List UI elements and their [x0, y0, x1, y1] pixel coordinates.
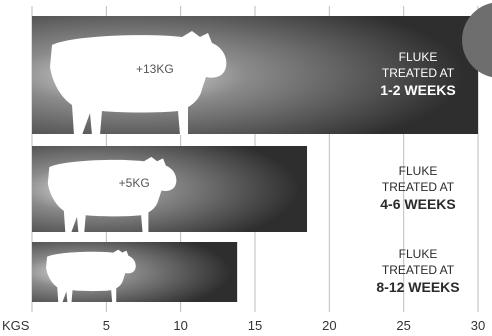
corner-badge [462, 2, 492, 78]
category-label-line2: TREATED AT [382, 180, 455, 194]
category-label-line3: 4-6 WEEKS [380, 196, 455, 212]
category-labels: FLUKE TREATED AT 1-2 WEEKS FLUKE TREATED AT 4… [376, 50, 459, 295]
x-tick-label: 25 [396, 318, 410, 333]
category-label-line2: TREATED AT [382, 263, 455, 277]
x-tick-label: 15 [248, 318, 262, 333]
cow-icon [46, 249, 136, 303]
badge-circle [462, 2, 492, 78]
category-label-line3: 8-12 WEEKS [376, 279, 459, 295]
category-label-line2: TREATED AT [382, 66, 455, 80]
category-label-line1: FLUKE [399, 164, 438, 178]
axis-unit-label: KGS [2, 318, 30, 333]
category-label-line3: 1-2 WEEKS [380, 82, 455, 98]
category-label-line1: FLUKE [399, 247, 438, 261]
x-tick-label: 30 [471, 318, 485, 333]
x-tick-label: 5 [103, 318, 110, 333]
x-tick-label: 20 [322, 318, 336, 333]
bars: +13KG +5KG [32, 16, 478, 303]
x-tick-label: 10 [173, 318, 187, 333]
category-label-line1: FLUKE [399, 50, 438, 64]
x-axis: KGS 5 10 15 20 25 30 [2, 318, 485, 333]
cow-icon [50, 31, 227, 135]
gain-label: +5KG [119, 176, 150, 190]
cow-icon [47, 156, 177, 233]
gain-label: +13KG [136, 62, 174, 76]
